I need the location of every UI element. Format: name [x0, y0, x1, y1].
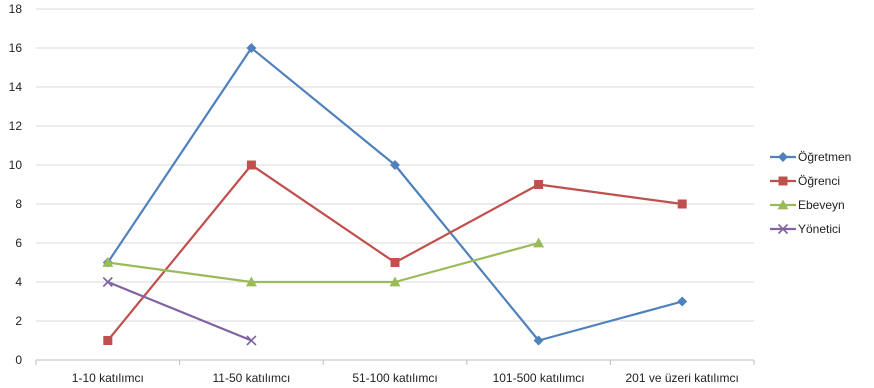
- legend: Öğretmen Öğrenci Ebeveyn Yönetici: [770, 150, 851, 236]
- legend-marker: [778, 152, 788, 162]
- data-point-stroke-b: [246, 335, 257, 346]
- y-tick-label: 14: [9, 80, 23, 94]
- legend-marker: [777, 223, 789, 235]
- legend-marker: [778, 176, 788, 186]
- legend-label: Öğretmen: [798, 150, 851, 164]
- data-point: [390, 160, 400, 170]
- data-point: [246, 335, 257, 346]
- series-2: [102, 237, 545, 287]
- y-tick-label: 18: [9, 2, 23, 16]
- legend-marker: [777, 199, 789, 210]
- series-3: [102, 276, 257, 346]
- y-tick-label: 12: [9, 119, 23, 133]
- x-tick-label: 51-100 katılımcı: [352, 371, 437, 385]
- data-point-stroke-b: [102, 276, 113, 288]
- legend-label: Öğrenci: [798, 174, 840, 188]
- y-tick-label: 2: [15, 314, 22, 328]
- series-line: [107, 241, 539, 284]
- data-point: [389, 276, 401, 287]
- y-tick-label: 16: [9, 41, 23, 55]
- data-point: [103, 336, 113, 345]
- series-group: [102, 43, 688, 346]
- y-tick-label: 6: [15, 236, 22, 250]
- data-point: [534, 180, 544, 189]
- data-point: [102, 276, 113, 288]
- data-point: [533, 335, 544, 346]
- y-tick-label: 10: [9, 158, 23, 172]
- y-tick-label: 4: [15, 275, 22, 289]
- x-tick-label: 101-500 katılımcı: [493, 371, 585, 385]
- data-point: [533, 237, 545, 248]
- data-point: [102, 257, 114, 267]
- data-point: [246, 160, 256, 170]
- series-line: [106, 163, 683, 342]
- legend-label: Yönetici: [798, 222, 841, 236]
- y-tick-label: 0: [15, 353, 22, 367]
- legend-entry: Ebeveyn: [770, 198, 845, 212]
- data-point: [677, 296, 688, 307]
- legend-marker-stroke-b: [777, 223, 789, 235]
- legend-entry: Öğretmen: [770, 150, 851, 164]
- x-tick-label: 11-50 katılımcı: [212, 371, 290, 385]
- series-line: [106, 46, 683, 342]
- series-1: [103, 160, 687, 345]
- legend-entry: Yönetici: [770, 222, 841, 236]
- x-tick-label: 201 ve üzeri katılımcı: [626, 371, 739, 385]
- data-point: [677, 199, 687, 209]
- legend-entry: Öğrenci: [770, 174, 840, 188]
- data-point: [390, 258, 400, 267]
- series-0: [102, 43, 688, 346]
- data-point: [245, 276, 257, 287]
- y-tick-label: 8: [15, 197, 22, 211]
- legend-label: Ebeveyn: [798, 198, 845, 212]
- series-line: [107, 280, 252, 342]
- data-point: [246, 43, 257, 53]
- x-tick-label: 1-10 katılımcı: [72, 371, 144, 385]
- axes: 0 2 4 6 8 10 12 14 16 18 1-10 katılımcı 11-50 katıl…: [9, 2, 755, 385]
